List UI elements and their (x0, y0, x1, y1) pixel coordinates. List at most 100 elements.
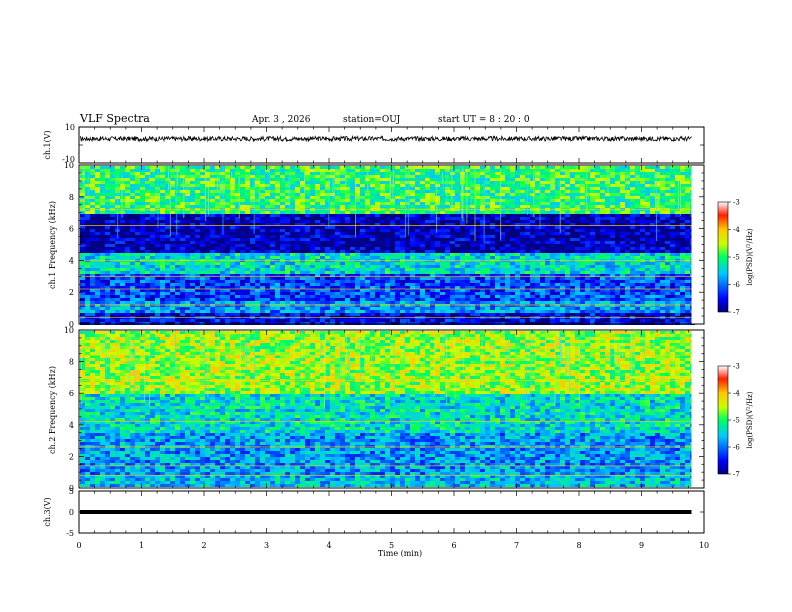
psd-cell (465, 172, 470, 175)
psd-cell (155, 304, 160, 307)
psd-cell (470, 187, 475, 190)
psd-cell (240, 265, 245, 268)
psd-cell (165, 310, 170, 313)
psd-cell (100, 256, 105, 259)
psd-cell (410, 262, 415, 265)
psd-cell (385, 220, 390, 223)
psd-cell (445, 253, 450, 256)
psd-cell (155, 253, 160, 256)
psd-cell (275, 310, 280, 313)
psd-cell (490, 268, 495, 271)
psd-cell (495, 199, 500, 202)
psd-cell (420, 190, 425, 193)
psd-cell (405, 289, 410, 292)
psd-cell (250, 229, 255, 232)
psd-cell (220, 223, 225, 226)
psd-cell (110, 319, 115, 322)
psd-cell (125, 211, 130, 214)
psd-cell (320, 283, 325, 286)
psd-cell (100, 253, 105, 256)
psd-cell (360, 286, 365, 289)
psd-cell (390, 220, 395, 223)
psd-cell (505, 184, 510, 187)
psd-cell (120, 166, 125, 169)
psd-cell (230, 277, 235, 280)
psd-cell (195, 172, 200, 175)
psd-cell (440, 256, 445, 259)
psd-cell (405, 202, 410, 205)
psd-cell (340, 295, 345, 298)
psd-cell (230, 178, 235, 181)
psd-cell (380, 214, 385, 217)
psd-cell (105, 217, 110, 220)
psd-cell (115, 238, 120, 241)
psd-cell (520, 286, 525, 289)
psd-cell (300, 277, 305, 280)
psd-cell (95, 184, 100, 187)
psd-cell (540, 184, 545, 187)
psd-cell (280, 277, 285, 280)
psd-cell (105, 172, 110, 175)
psd-cell (435, 220, 440, 223)
psd-cell (470, 196, 475, 199)
psd-cell (230, 217, 235, 220)
psd-cell (135, 223, 140, 226)
psd-cell (330, 199, 335, 202)
psd-cell (175, 265, 180, 268)
psd-cell (445, 202, 450, 205)
psd-cell (80, 223, 85, 226)
psd-cell (315, 310, 320, 313)
psd-cell (330, 229, 335, 232)
psd-cell (255, 229, 260, 232)
psd-cell (185, 193, 190, 196)
psd-cell (390, 181, 395, 184)
psd-cell (510, 307, 515, 310)
psd-cell (530, 247, 535, 250)
psd-cell (270, 268, 275, 271)
psd-cell (320, 169, 325, 172)
psd-cell (360, 256, 365, 259)
psd-cell (495, 190, 500, 193)
figure-title: VLF Spectra (79, 112, 150, 125)
psd-cell (450, 295, 455, 298)
psd-cell (445, 313, 450, 316)
psd-cell (240, 292, 245, 295)
psd-cell (445, 193, 450, 196)
psd-cell (475, 220, 480, 223)
psd-cell (455, 190, 460, 193)
psd-cell (190, 271, 195, 274)
psd-cell (360, 301, 365, 304)
psd-cell (80, 313, 85, 316)
psd-cell (345, 172, 350, 175)
psd-cell (440, 307, 445, 310)
psd-cell (255, 277, 260, 280)
psd-cell (310, 313, 315, 316)
psd-cell (340, 184, 345, 187)
psd-cell (440, 169, 445, 172)
psd-cell (135, 262, 140, 265)
psd-cell (245, 274, 250, 277)
psd-cell (100, 298, 105, 301)
psd-cell (380, 244, 385, 247)
psd-cell (190, 169, 195, 172)
psd-cell (105, 244, 110, 247)
psd-cell (175, 235, 180, 238)
psd-cell (490, 289, 495, 292)
psd-cell (425, 256, 430, 259)
psd-cell (480, 193, 485, 196)
psd-cell (105, 295, 110, 298)
psd-cell (200, 190, 205, 193)
psd-cell (420, 178, 425, 181)
psd-cell (525, 265, 530, 268)
psd-cell (530, 202, 535, 205)
psd-cell (270, 265, 275, 268)
psd-cell (410, 214, 415, 217)
psd-cell (395, 211, 400, 214)
psd-cell (475, 271, 480, 274)
psd-cell (265, 235, 270, 238)
psd-cell (130, 232, 135, 235)
psd-cell (100, 211, 105, 214)
psd-cell (395, 232, 400, 235)
psd-cell (470, 280, 475, 283)
psd-cell (115, 313, 120, 316)
